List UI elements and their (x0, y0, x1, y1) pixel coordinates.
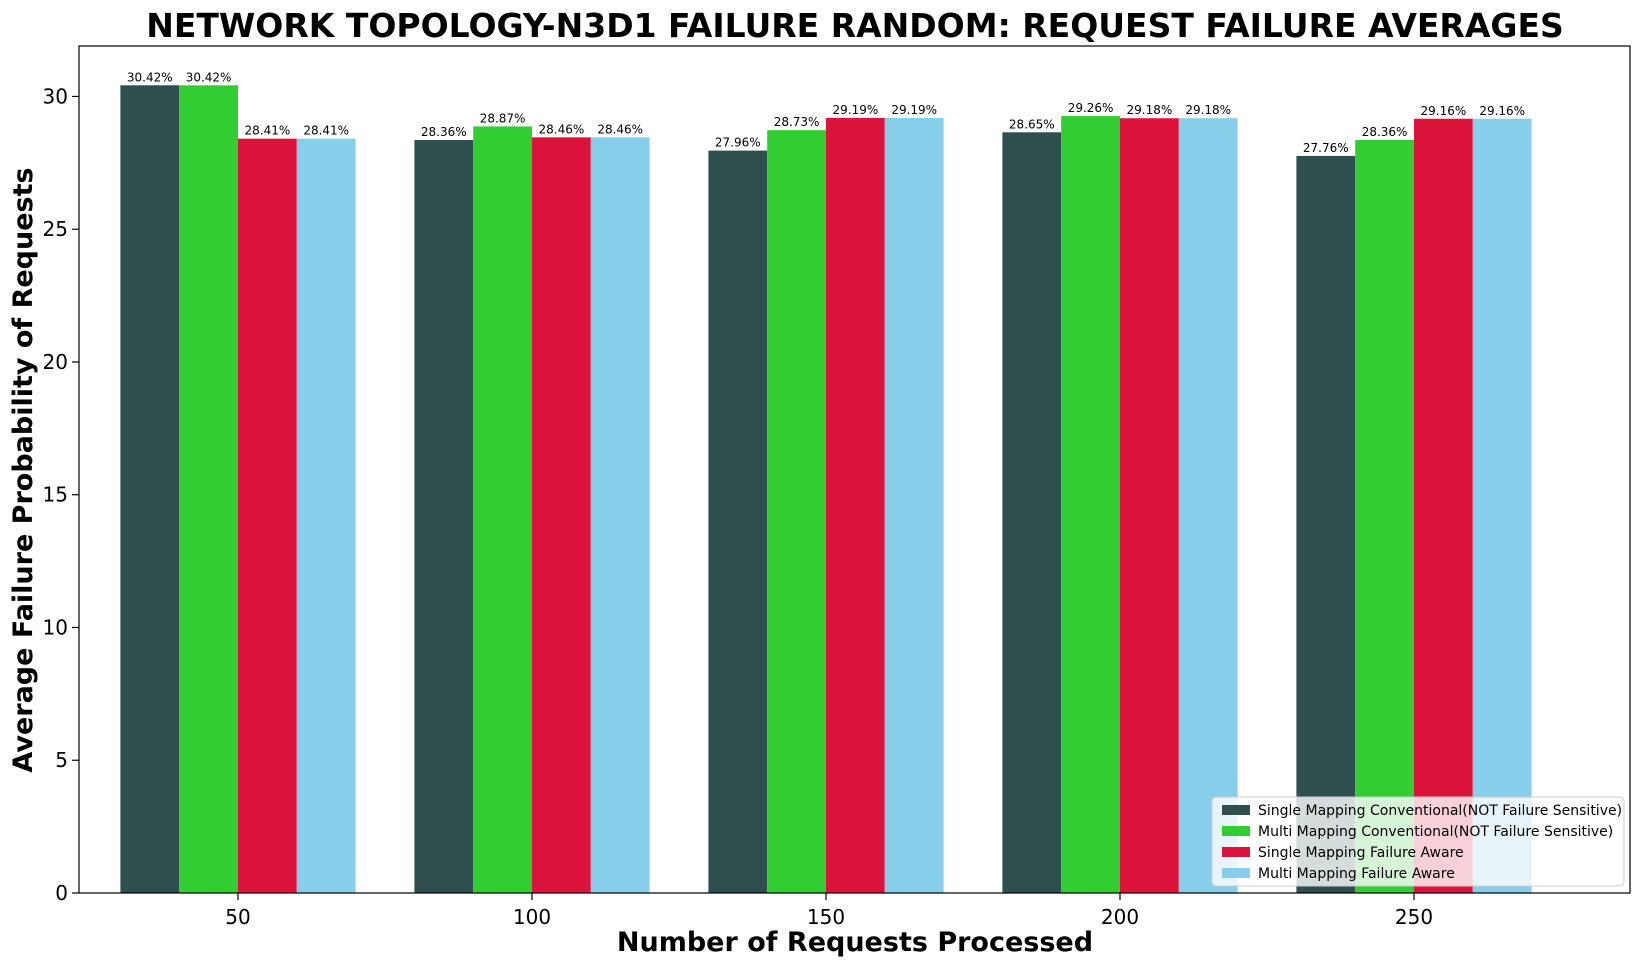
y-tick-label: 0 (55, 881, 68, 905)
data-label-series-3-100: 28.46% (539, 122, 585, 136)
legend: Single Mapping Conventional(NOT Failure … (1211, 796, 1625, 887)
data-label-series-3-150: 29.19% (833, 103, 879, 117)
legend-label-series-3: Single Mapping Failure Aware (1258, 845, 1464, 861)
x-axis-label: Number of Requests Processed (617, 927, 1093, 958)
data-label-series-2-150: 28.73% (774, 115, 820, 129)
bar-series-4-50 (296, 138, 356, 893)
legend-swatch-series-4 (1222, 868, 1250, 878)
data-labels-layer: 30.42% 28.36% 27.96% 28.65% 27.76% 30.42% 28.8… (127, 70, 1525, 155)
data-label-series-2-200: 29.26% (1068, 101, 1114, 115)
bar-series-1-150 (708, 150, 768, 894)
data-label-series-4-200: 29.18% (1185, 103, 1231, 117)
data-label-series-3-200: 29.18% (1127, 103, 1173, 117)
x-tick-label: 200 (1101, 905, 1139, 929)
legend-label-series-1: Single Mapping Conventional(NOT Failure … (1258, 803, 1622, 819)
bar-series-1-250 (1296, 155, 1356, 893)
bar-series-2-250 (1355, 139, 1414, 893)
legend-swatch-series-1 (1222, 805, 1250, 815)
x-tick-label: 50 (225, 905, 250, 929)
bar-series-3-250 (1414, 118, 1473, 894)
bar-series-3-200 (1120, 118, 1179, 893)
legend-box (1211, 796, 1625, 887)
bar-series-1-50 (120, 85, 180, 893)
bar-series-4-200 (1178, 118, 1238, 893)
bar-series-2-200 (1061, 116, 1120, 893)
bars-layer (120, 85, 1532, 894)
legend-label-series-4: Multi Mapping Failure Aware (1258, 866, 1455, 882)
chart-title: NETWORK TOPOLOGY-N3D1 FAILURE RANDOM: RE… (146, 6, 1564, 45)
plot-frame (78, 45, 1631, 894)
bar-series-3-100 (532, 137, 591, 893)
x-tick-label: 250 (1395, 905, 1433, 929)
legend-swatch-series-3 (1222, 847, 1250, 857)
y-tick-label: 15 (43, 483, 68, 507)
y-axis-label: Average Failure Probability of Requests (8, 167, 39, 772)
data-label-series-2-50: 30.42% (186, 70, 232, 84)
data-label-series-4-50: 28.41% (303, 124, 349, 138)
x-tick-label: 150 (807, 905, 845, 929)
bar-series-1-100 (414, 139, 474, 893)
bar-series-4-150 (884, 117, 944, 893)
data-label-series-2-100: 28.87% (480, 111, 526, 125)
data-label-series-4-250: 29.16% (1479, 104, 1525, 118)
data-label-series-3-50: 28.41% (245, 124, 291, 138)
bar-series-3-150 (826, 117, 885, 893)
bar-series-4-250 (1472, 118, 1532, 894)
x-axis: 50 100 150 200 250 (225, 893, 1433, 929)
data-label-series-4-150: 29.19% (891, 103, 937, 117)
y-tick-label: 30 (43, 84, 68, 108)
legend-swatch-series-2 (1222, 826, 1250, 836)
y-tick-label: 10 (43, 615, 68, 639)
bar-series-3-50 (238, 138, 297, 893)
bar-series-4-100 (590, 137, 650, 893)
data-label-series-1-50: 30.42% (127, 70, 173, 84)
data-label-series-1-250: 27.76% (1303, 141, 1349, 155)
data-label-series-1-200: 28.65% (1009, 117, 1055, 131)
bar-series-2-100 (473, 126, 532, 893)
bar-series-2-50 (179, 85, 238, 893)
data-label-series-1-100: 28.36% (421, 125, 467, 139)
legend-label-series-2: Multi Mapping Conventional(NOT Failure S… (1258, 824, 1613, 840)
x-tick-label: 100 (513, 905, 551, 929)
y-axis: 0 5 10 15 20 25 30 (43, 84, 79, 905)
y-tick-label: 20 (43, 350, 68, 374)
data-label-series-3-250: 29.16% (1421, 104, 1467, 118)
bar-series-2-150 (767, 130, 826, 894)
data-label-series-4-100: 28.46% (597, 122, 643, 136)
y-tick-label: 25 (43, 217, 68, 241)
bar-series-1-200 (1002, 132, 1062, 894)
data-label-series-2-250: 28.36% (1362, 125, 1408, 139)
y-tick-label: 5 (55, 748, 68, 772)
data-label-series-1-150: 27.96% (715, 136, 761, 150)
